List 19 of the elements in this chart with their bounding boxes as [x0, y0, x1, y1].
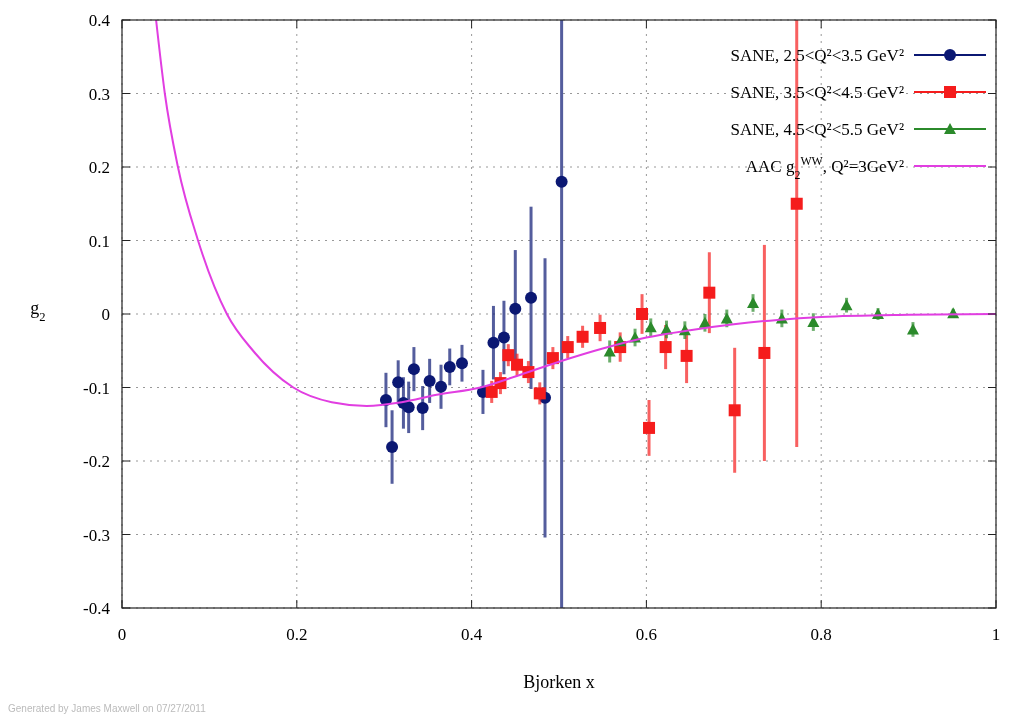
x-tick-label: 0: [117, 625, 127, 644]
y-tick-label: -0.2: [83, 452, 110, 471]
x-tick-label: 0.6: [635, 625, 658, 644]
x-axis-title: Bjorken x: [523, 672, 595, 692]
x-tick-label: 1: [991, 625, 1001, 644]
y-tick-label: 0.1: [88, 231, 110, 251]
y-tick-label: 0.2: [88, 158, 110, 177]
y-tick-label: -0.1: [83, 378, 110, 398]
y-tick-label: -0.3: [83, 525, 110, 545]
y-tick-label: 0.4: [88, 11, 111, 30]
x-tick-label: 0.4: [460, 625, 483, 644]
x-tick-label: 0.2: [286, 625, 308, 644]
legend-label: AAC g$_{2}$$^{WW}$, Q²=3GeV²: [745, 154, 904, 182]
y-tick-label: 0.3: [88, 84, 110, 104]
y-tick-label: 0: [101, 305, 110, 324]
y-tick-label: -0.4: [83, 599, 111, 618]
x-tick-label: 0.8: [810, 625, 832, 644]
text: Generated by James Maxwell on 07/27/2011: [8, 703, 207, 714]
y-axis-title: g$_{2}$: [30, 298, 46, 324]
